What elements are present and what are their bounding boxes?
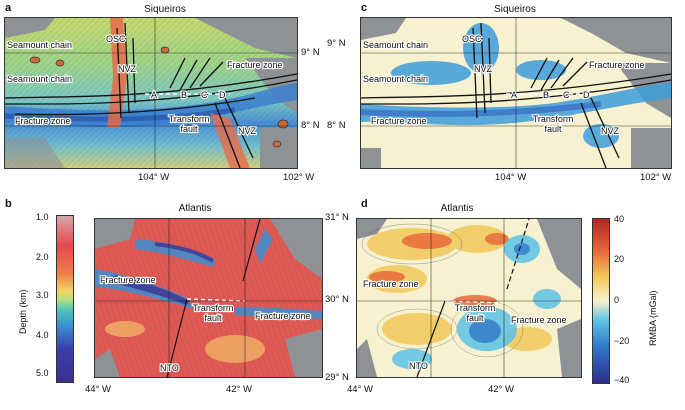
rmba-tick: −40 (614, 375, 630, 385)
seamount-chain-label: Seamount chain (7, 40, 72, 50)
rmba-colorbar (592, 218, 610, 384)
lat-tick: 31° N (325, 212, 349, 223)
fracture-zone-label: Fracture zone (589, 60, 645, 70)
rmba-tick: 0 (614, 295, 620, 305)
lon-tick: 42° W (226, 384, 252, 395)
depth-tick: 4.0 (36, 330, 49, 340)
panel-b-label: b (5, 198, 12, 210)
point-b-label: B (543, 90, 549, 100)
transform-fault-label: Transform (533, 114, 574, 124)
lon-tick: 42° W (488, 384, 514, 395)
atlantis-bathymetry-map: Fracture zone Transform fault Fracture z… (94, 218, 323, 378)
siqueiros-bathymetry-map: Seamount chain OSC Seamount chain NVZ Fr… (4, 17, 298, 169)
rmba-tick: 20 (614, 254, 625, 264)
nto-label: NTO (409, 361, 428, 371)
point-a-label: A (511, 90, 517, 100)
seamount-chain-label: Seamount chain (7, 74, 72, 84)
fracture-zone-label: Fracture zone (15, 116, 71, 126)
lon-tick: 102° W (283, 172, 315, 183)
transform-fault-label: fault (466, 313, 484, 323)
nto-label: NTO (160, 363, 179, 373)
transform-fault-label: Transform (169, 114, 210, 124)
nvz-label: NVZ (238, 126, 257, 136)
lon-tick: 104° W (138, 172, 170, 183)
lon-tick: 44° W (347, 384, 373, 395)
transform-fault-label: Transform (455, 303, 496, 313)
point-b-label: B (181, 90, 187, 100)
rmba-tick: −20 (614, 336, 630, 346)
lon-tick: 102° W (640, 172, 672, 183)
panel-c-label: c (361, 2, 368, 14)
seamount-chain-label: Seamount chain (363, 40, 428, 50)
point-c-label: C (201, 90, 208, 100)
lon-tick: 44° W (85, 384, 111, 395)
lon-tick: 104° W (495, 172, 527, 183)
point-c-label: C (563, 90, 570, 100)
depth-axis-title: Depth (km) (18, 289, 28, 334)
lat-tick: 8° N (327, 120, 346, 131)
point-d-label: D (583, 90, 590, 100)
panel-a-label: a (5, 2, 12, 14)
lat-tick: 30° N (325, 294, 349, 305)
osc-label: OSC (462, 34, 482, 44)
point-a-label: A (151, 90, 157, 100)
lat-tick: 9° N (301, 47, 320, 58)
transform-fault-label: fault (180, 124, 198, 134)
seamount-chain-label: Seamount chain (363, 74, 428, 84)
panel-c-title: Siqueiros (494, 4, 536, 15)
fracture-zone-label: Fracture zone (511, 315, 567, 325)
fracture-zone-label: Fracture zone (227, 60, 283, 70)
nvz-label: NVZ (601, 126, 620, 136)
depth-tick: 1.0 (36, 212, 49, 222)
nvz-label: NVZ (118, 64, 137, 74)
fracture-zone-label: Fracture zone (363, 279, 419, 289)
panel-b-title: Atlantis (178, 203, 212, 214)
siqueiros-gravity-map: Seamount chain OSC Seamount chain NVZ Fr… (360, 17, 672, 169)
panel-d-label: d (361, 198, 368, 210)
lat-tick: 29° N (325, 372, 349, 383)
depth-tick: 2.0 (36, 252, 49, 262)
nvz-label: NVZ (474, 64, 493, 74)
rmba-tick: 40 (614, 214, 625, 224)
lat-tick: 9° N (327, 38, 346, 49)
atlantis-gravity-map: Fracture zone Transform fault Fracture z… (356, 218, 582, 378)
panel-a-title: Siqueiros (144, 4, 186, 15)
fracture-zone-label: Fracture zone (255, 311, 311, 321)
depth-tick: 5.0 (36, 368, 49, 378)
depth-colorbar (56, 215, 74, 383)
point-d-label: D (219, 90, 226, 100)
rmba-axis-title: RMBA (mGal) (648, 290, 658, 346)
transform-fault-label: Transform (193, 303, 234, 313)
panel-d-title: Atlantis (440, 203, 474, 214)
fracture-zone-label: Fracture zone (371, 116, 427, 126)
osc-label: OSC (106, 34, 126, 44)
transform-fault-label: fault (204, 313, 222, 323)
fracture-zone-label: Fracture zone (100, 275, 156, 285)
lat-tick: 8° N (301, 120, 320, 131)
transform-fault-label: fault (544, 124, 562, 134)
depth-tick: 3.0 (36, 290, 49, 300)
